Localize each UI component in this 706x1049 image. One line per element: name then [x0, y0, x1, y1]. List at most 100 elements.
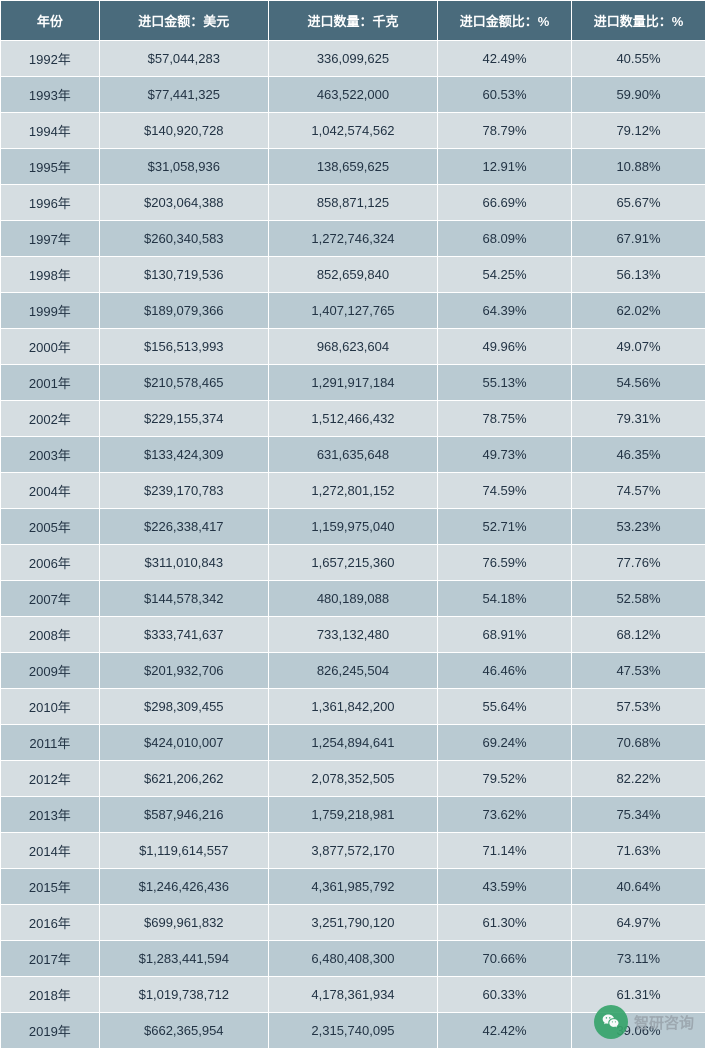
cell-import_qty: 826,245,504: [268, 653, 437, 689]
col-header-import-amount: 进口金额：美元: [99, 1, 268, 41]
cell-qty_ratio: 49.07%: [572, 329, 706, 365]
cell-amount_ratio: 43.59%: [438, 869, 572, 905]
cell-amount_ratio: 78.75%: [438, 401, 572, 437]
cell-amount_ratio: 49.73%: [438, 437, 572, 473]
cell-year: 2019年: [1, 1013, 100, 1049]
cell-amount_ratio: 68.91%: [438, 617, 572, 653]
cell-qty_ratio: 61.31%: [572, 977, 706, 1013]
cell-import_qty: 1,657,215,360: [268, 545, 437, 581]
cell-year: 2000年: [1, 329, 100, 365]
cell-year: 1993年: [1, 77, 100, 113]
table-row: 2000年$156,513,993968,623,60449.96%49.07%: [1, 329, 706, 365]
cell-amount_ratio: 49.96%: [438, 329, 572, 365]
cell-import_amount: $31,058,936: [99, 149, 268, 185]
cell-import_qty: 3,251,790,120: [268, 905, 437, 941]
cell-import_qty: 463,522,000: [268, 77, 437, 113]
cell-year: 2007年: [1, 581, 100, 617]
cell-import_amount: $140,920,728: [99, 113, 268, 149]
cell-amount_ratio: 60.33%: [438, 977, 572, 1013]
cell-year: 1998年: [1, 257, 100, 293]
cell-year: 1999年: [1, 293, 100, 329]
cell-import_amount: $57,044,283: [99, 41, 268, 77]
cell-amount_ratio: 78.79%: [438, 113, 572, 149]
table-row: 1999年$189,079,3661,407,127,76564.39%62.0…: [1, 293, 706, 329]
cell-import_qty: 631,635,648: [268, 437, 437, 473]
cell-import_qty: 733,132,480: [268, 617, 437, 653]
cell-import_amount: $587,946,216: [99, 797, 268, 833]
cell-import_amount: $1,283,441,594: [99, 941, 268, 977]
cell-amount_ratio: 71.14%: [438, 833, 572, 869]
cell-year: 2013年: [1, 797, 100, 833]
table-row: 2016年$699,961,8323,251,790,12061.30%64.9…: [1, 905, 706, 941]
import-data-table: 年份 进口金额：美元 进口数量：千克 进口金额比：% 进口数量比：% 1992年…: [0, 0, 706, 1049]
cell-import_amount: $229,155,374: [99, 401, 268, 437]
table-row: 1993年$77,441,325463,522,00060.53%59.90%: [1, 77, 706, 113]
table-row: 2014年$1,119,614,5573,877,572,17071.14%71…: [1, 833, 706, 869]
cell-qty_ratio: 70.68%: [572, 725, 706, 761]
cell-year: 1994年: [1, 113, 100, 149]
table-row: 2006年$311,010,8431,657,215,36076.59%77.7…: [1, 545, 706, 581]
table-row: 2013年$587,946,2161,759,218,98173.62%75.3…: [1, 797, 706, 833]
table-row: 1998年$130,719,536852,659,84054.25%56.13%: [1, 257, 706, 293]
cell-import_qty: 2,315,740,095: [268, 1013, 437, 1049]
cell-import_qty: 4,178,361,934: [268, 977, 437, 1013]
cell-amount_ratio: 61.30%: [438, 905, 572, 941]
cell-qty_ratio: 39.06%: [572, 1013, 706, 1049]
table-row: 1994年$140,920,7281,042,574,56278.79%79.1…: [1, 113, 706, 149]
col-header-amount-ratio: 进口金额比：%: [438, 1, 572, 41]
cell-qty_ratio: 40.55%: [572, 41, 706, 77]
cell-qty_ratio: 59.90%: [572, 77, 706, 113]
table-row: 1992年$57,044,283336,099,62542.49%40.55%: [1, 41, 706, 77]
cell-qty_ratio: 79.12%: [572, 113, 706, 149]
cell-import_amount: $203,064,388: [99, 185, 268, 221]
cell-amount_ratio: 52.71%: [438, 509, 572, 545]
table-header-row: 年份 进口金额：美元 进口数量：千克 进口金额比：% 进口数量比：%: [1, 1, 706, 41]
cell-year: 1997年: [1, 221, 100, 257]
cell-import_qty: 6,480,408,300: [268, 941, 437, 977]
cell-qty_ratio: 57.53%: [572, 689, 706, 725]
cell-year: 2009年: [1, 653, 100, 689]
cell-import_amount: $662,365,954: [99, 1013, 268, 1049]
cell-import_amount: $226,338,417: [99, 509, 268, 545]
table-row: 2011年$424,010,0071,254,894,64169.24%70.6…: [1, 725, 706, 761]
table-body: 1992年$57,044,283336,099,62542.49%40.55%1…: [1, 41, 706, 1049]
cell-amount_ratio: 42.42%: [438, 1013, 572, 1049]
cell-import_qty: 480,189,088: [268, 581, 437, 617]
cell-import_qty: 4,361,985,792: [268, 869, 437, 905]
cell-year: 1992年: [1, 41, 100, 77]
cell-amount_ratio: 55.13%: [438, 365, 572, 401]
cell-import_qty: 852,659,840: [268, 257, 437, 293]
cell-qty_ratio: 64.97%: [572, 905, 706, 941]
cell-year: 2005年: [1, 509, 100, 545]
cell-amount_ratio: 69.24%: [438, 725, 572, 761]
cell-import_qty: 858,871,125: [268, 185, 437, 221]
cell-import_amount: $333,741,637: [99, 617, 268, 653]
col-header-qty-ratio: 进口数量比：%: [572, 1, 706, 41]
cell-year: 2012年: [1, 761, 100, 797]
cell-qty_ratio: 46.35%: [572, 437, 706, 473]
cell-qty_ratio: 56.13%: [572, 257, 706, 293]
cell-import_qty: 1,291,917,184: [268, 365, 437, 401]
cell-qty_ratio: 65.67%: [572, 185, 706, 221]
cell-qty_ratio: 75.34%: [572, 797, 706, 833]
cell-qty_ratio: 67.91%: [572, 221, 706, 257]
col-header-year: 年份: [1, 1, 100, 41]
cell-amount_ratio: 70.66%: [438, 941, 572, 977]
table-row: 2018年$1,019,738,7124,178,361,93460.33%61…: [1, 977, 706, 1013]
table-row: 2003年$133,424,309631,635,64849.73%46.35%: [1, 437, 706, 473]
table-row: 2015年$1,246,426,4364,361,985,79243.59%40…: [1, 869, 706, 905]
table-row: 1997年$260,340,5831,272,746,32468.09%67.9…: [1, 221, 706, 257]
cell-amount_ratio: 42.49%: [438, 41, 572, 77]
cell-year: 2001年: [1, 365, 100, 401]
cell-qty_ratio: 68.12%: [572, 617, 706, 653]
cell-import_amount: $1,119,614,557: [99, 833, 268, 869]
cell-qty_ratio: 47.53%: [572, 653, 706, 689]
cell-qty_ratio: 54.56%: [572, 365, 706, 401]
cell-amount_ratio: 60.53%: [438, 77, 572, 113]
cell-amount_ratio: 68.09%: [438, 221, 572, 257]
cell-qty_ratio: 71.63%: [572, 833, 706, 869]
cell-qty_ratio: 53.23%: [572, 509, 706, 545]
cell-year: 2004年: [1, 473, 100, 509]
cell-import_amount: $699,961,832: [99, 905, 268, 941]
cell-import_qty: 1,159,975,040: [268, 509, 437, 545]
